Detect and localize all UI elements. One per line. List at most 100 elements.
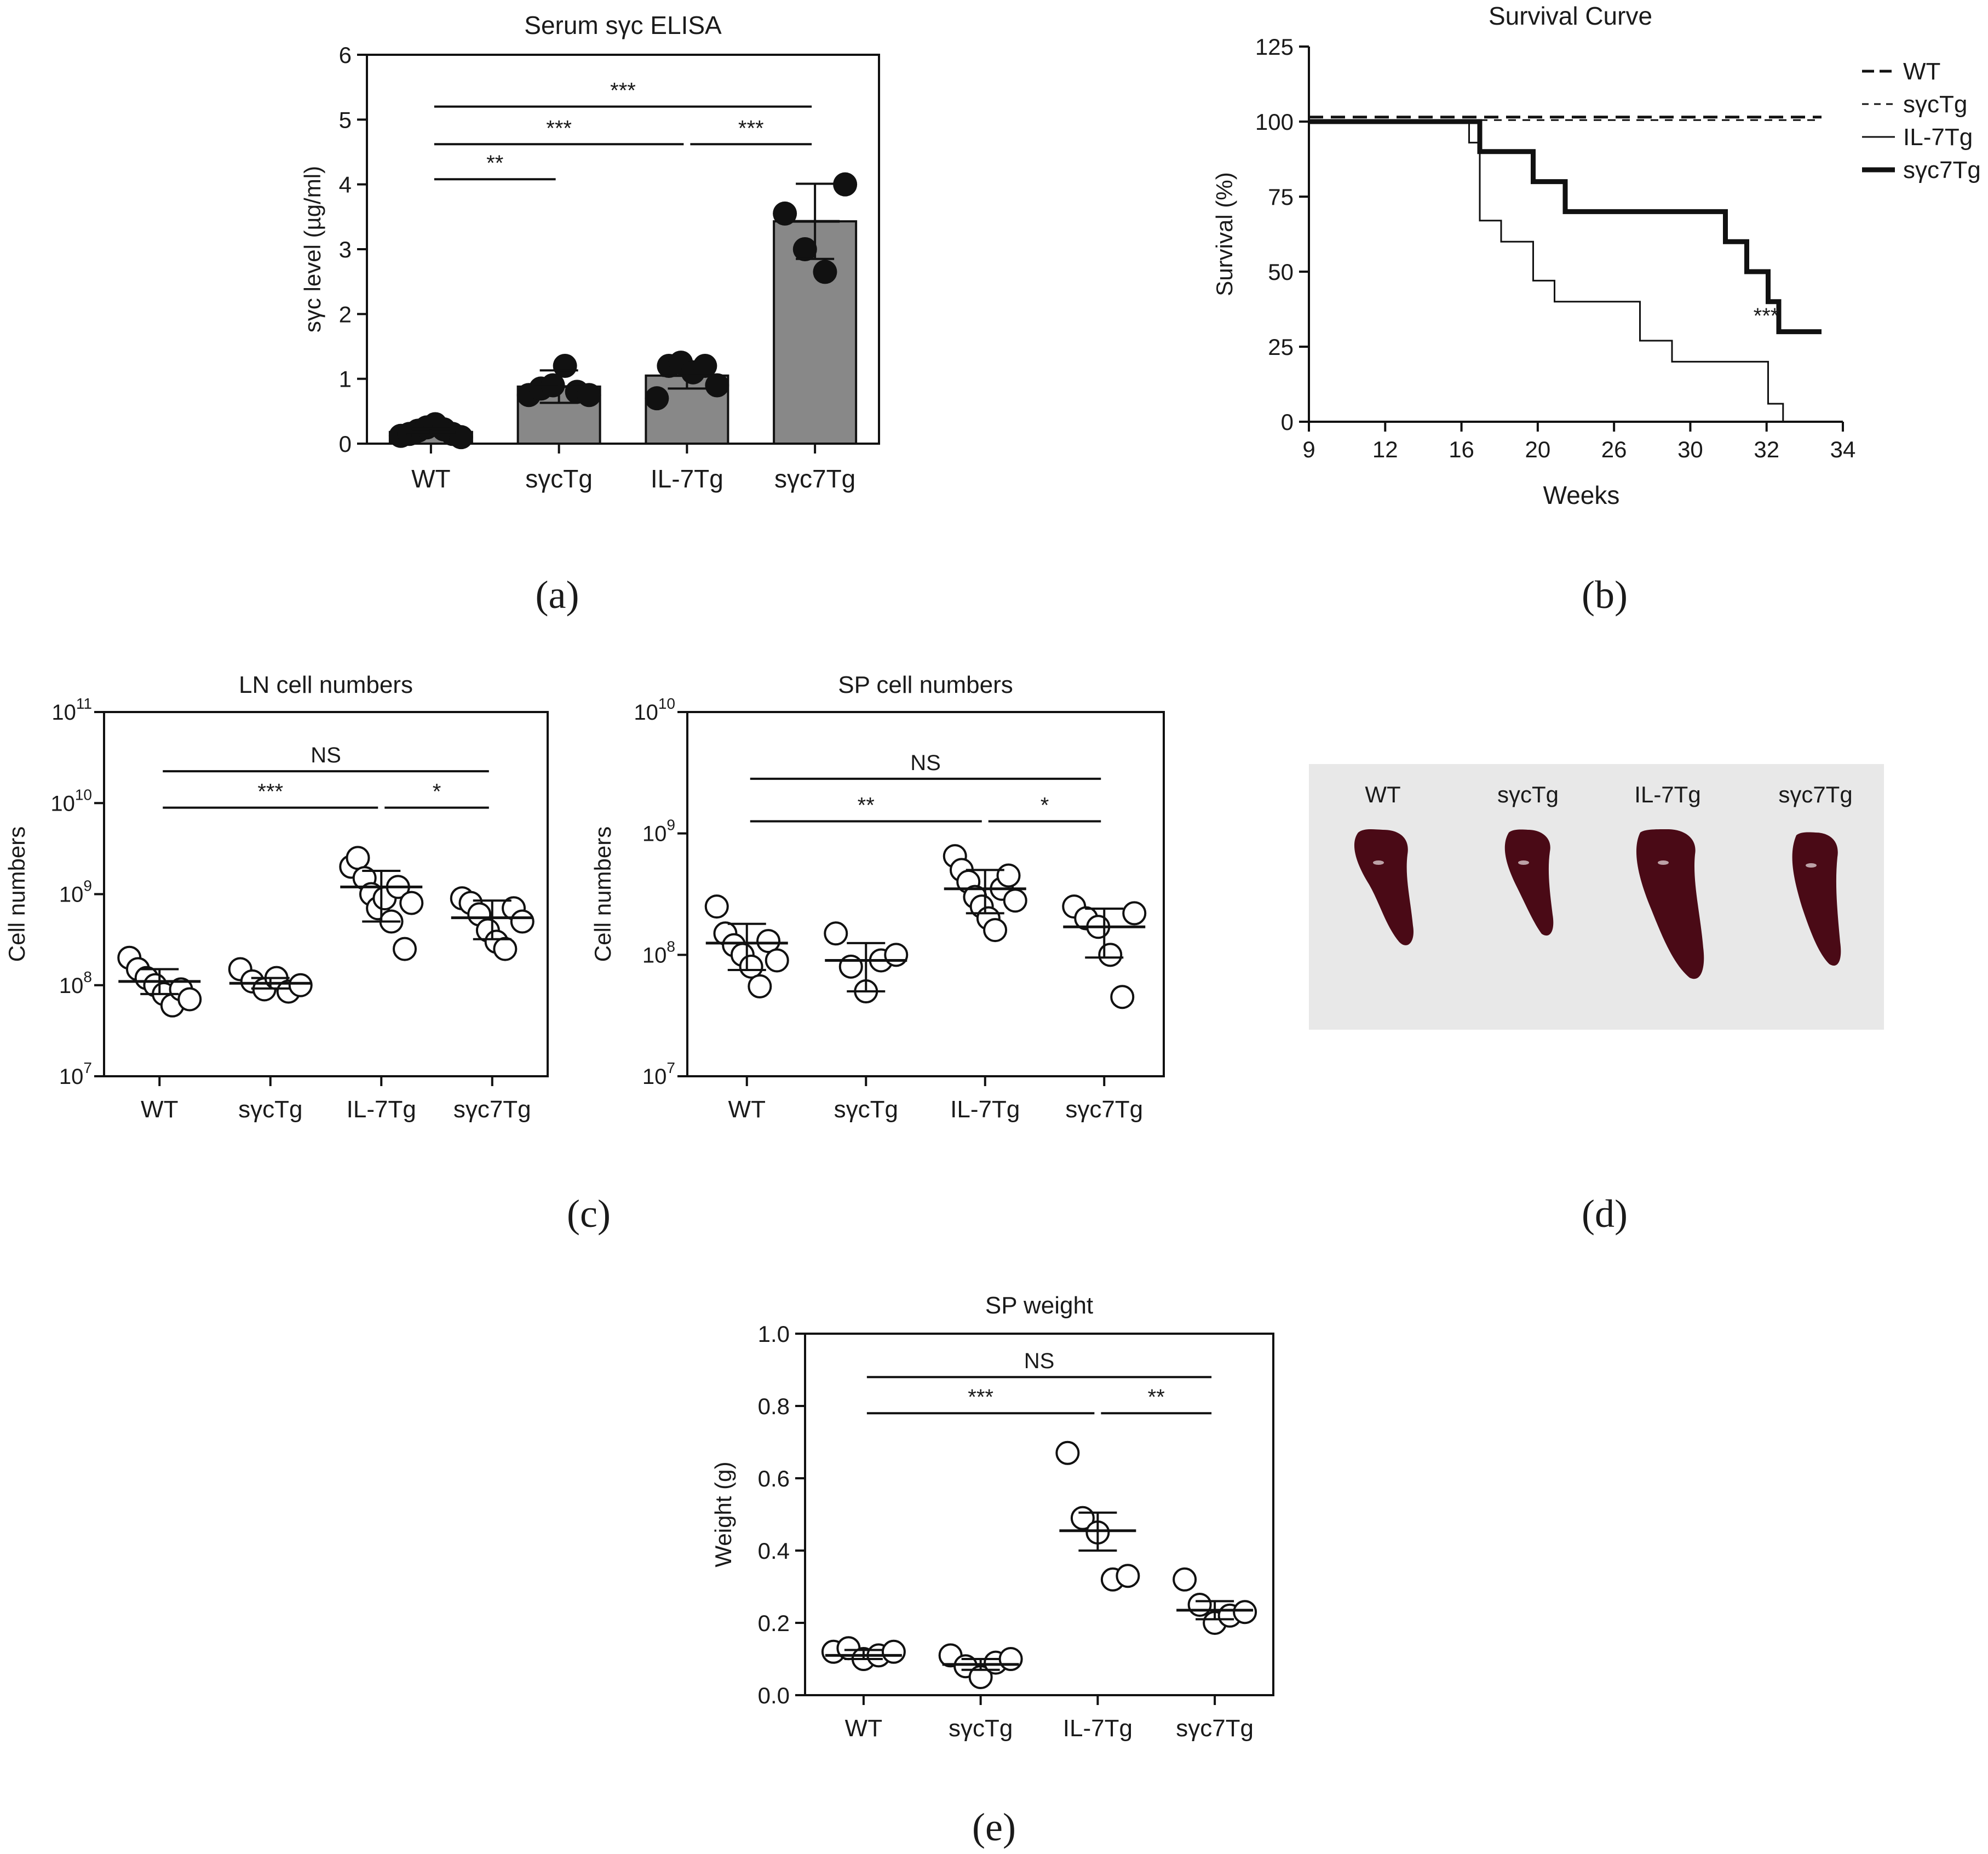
x-tick-label: 32	[1754, 437, 1779, 462]
x-tick-label: 9	[1302, 437, 1315, 462]
y-tick-label: 0.4	[758, 1538, 790, 1564]
panel-b-survival-chart: Survival Curve Survival (%) Weeks 0 25 50 75 10…	[1211, 2, 1981, 617]
y-tick-label: 1	[339, 366, 352, 392]
tick-base: 10	[59, 1065, 84, 1089]
data-point	[393, 937, 417, 961]
significance-label-3: ***	[610, 79, 636, 103]
y-tick-label: 100	[1255, 109, 1294, 135]
data-point	[838, 954, 863, 979]
x-tick-label: WT	[141, 1096, 178, 1123]
photo-label: WT	[1365, 782, 1400, 807]
tick-exponent: 8	[83, 968, 92, 985]
panel-label: (e)	[972, 1805, 1016, 1849]
y-tick-label: 107	[642, 1059, 675, 1089]
y-tick-label: 1.0	[758, 1321, 790, 1347]
tick-base: 10	[642, 1065, 667, 1089]
y-tick-label: 0	[1281, 409, 1294, 435]
significance-label-2: NS	[910, 751, 941, 775]
legend-label: IL-7Tg	[1903, 124, 1973, 151]
data-point	[1233, 1600, 1257, 1625]
tick-exponent: 9	[83, 877, 92, 894]
data-point	[739, 954, 763, 979]
data-point	[983, 918, 1008, 943]
y-tick-label: 0	[339, 431, 352, 457]
significance-label-0: ***	[968, 1385, 993, 1409]
y-tick-label: 0.0	[758, 1683, 790, 1708]
x-tick-label: sγcTg	[949, 1715, 1013, 1742]
legend-label: sγc7Tg	[1903, 157, 1981, 183]
spleen-highlight	[1518, 860, 1529, 865]
y-tick-label: 125	[1255, 34, 1294, 60]
tick-base: 10	[634, 701, 658, 725]
x-tick-label: sγcTg	[834, 1096, 898, 1123]
x-tick-label: IL-7Tg	[651, 464, 723, 493]
y-tick-label: 0.6	[758, 1466, 790, 1491]
plot-frame	[804, 1333, 1274, 1696]
photo-label: sγcTg	[1497, 782, 1559, 807]
y-tick-label: 1010	[634, 695, 675, 725]
series-line-sγc7Tg	[1309, 119, 1822, 335]
chart-title: LN cell numbers	[239, 671, 413, 698]
x-tick-label: WT	[845, 1715, 882, 1742]
tick-exponent: 7	[667, 1059, 675, 1076]
y-tick-label: 50	[1268, 259, 1294, 285]
panel-label: (b)	[1582, 573, 1628, 617]
x-tick-label: 12	[1372, 437, 1398, 462]
y-tick-label: 75	[1268, 184, 1294, 210]
spleen-IL-7Tg	[1636, 829, 1704, 979]
tick-base: 10	[642, 943, 667, 967]
x-tick-label: IL-7Tg	[1063, 1715, 1133, 1742]
x-tick-label: 34	[1830, 437, 1856, 462]
chart-title: SP cell numbers	[838, 671, 1013, 698]
data-point	[765, 948, 789, 973]
data-point	[346, 846, 370, 870]
y-axis-label: Survival (%)	[1211, 172, 1237, 296]
x-tick-label: 16	[1449, 437, 1474, 462]
data-point	[177, 987, 202, 1012]
significance-label-1: *	[1041, 794, 1049, 818]
y-axis-label: Cell numbers	[4, 826, 30, 962]
x-tick-label: WT	[728, 1096, 766, 1123]
x-tick-label: 20	[1525, 437, 1550, 462]
tick-exponent: 11	[76, 695, 92, 712]
significance-label-1: **	[1148, 1385, 1165, 1409]
tick-exponent: 9	[667, 817, 675, 834]
significance-label-1: ***	[546, 116, 572, 140]
x-tick-label: sγcTg	[525, 464, 593, 493]
x-tick-label: sγc7Tg	[1176, 1715, 1254, 1742]
spleen-highlight	[1658, 860, 1669, 865]
legend-label: WT	[1903, 58, 1940, 85]
y-tick-label: 1011	[51, 695, 92, 725]
data-point	[748, 974, 772, 998]
x-tick-label: 30	[1677, 437, 1703, 462]
data-point	[449, 425, 473, 450]
data-point	[1110, 985, 1135, 1009]
spleen-sγc7Tg	[1792, 832, 1841, 966]
x-tick-label: sγc7Tg	[453, 1096, 531, 1123]
data-point	[884, 943, 909, 967]
y-tick-label: 109	[642, 817, 675, 846]
panel-d-spleen-photo: WT sγcTg IL-7Tg sγc7Tg (d)	[1309, 764, 1884, 1236]
y-tick-label: 3	[339, 237, 352, 262]
significance-label-0: ***	[257, 780, 283, 804]
tick-exponent: 10	[75, 786, 92, 803]
chart-title: SP weight	[985, 1292, 1093, 1319]
data-point	[998, 1647, 1023, 1671]
data-point	[288, 973, 313, 997]
x-tick-label: 26	[1601, 437, 1627, 462]
significance-label-2: ***	[738, 116, 764, 140]
data-point	[756, 929, 781, 954]
data-point	[553, 354, 577, 378]
series-line-IL-7Tg	[1309, 120, 1784, 422]
x-tick-label: sγc7Tg	[1065, 1096, 1143, 1123]
plot-frame	[686, 711, 1165, 1077]
panel-label: (a)	[536, 573, 579, 617]
tick-base: 10	[59, 883, 84, 907]
data-point	[645, 386, 669, 411]
significance-label-0: **	[486, 151, 503, 175]
data-point	[813, 260, 837, 284]
x-axis-label: Weeks	[1543, 481, 1620, 509]
